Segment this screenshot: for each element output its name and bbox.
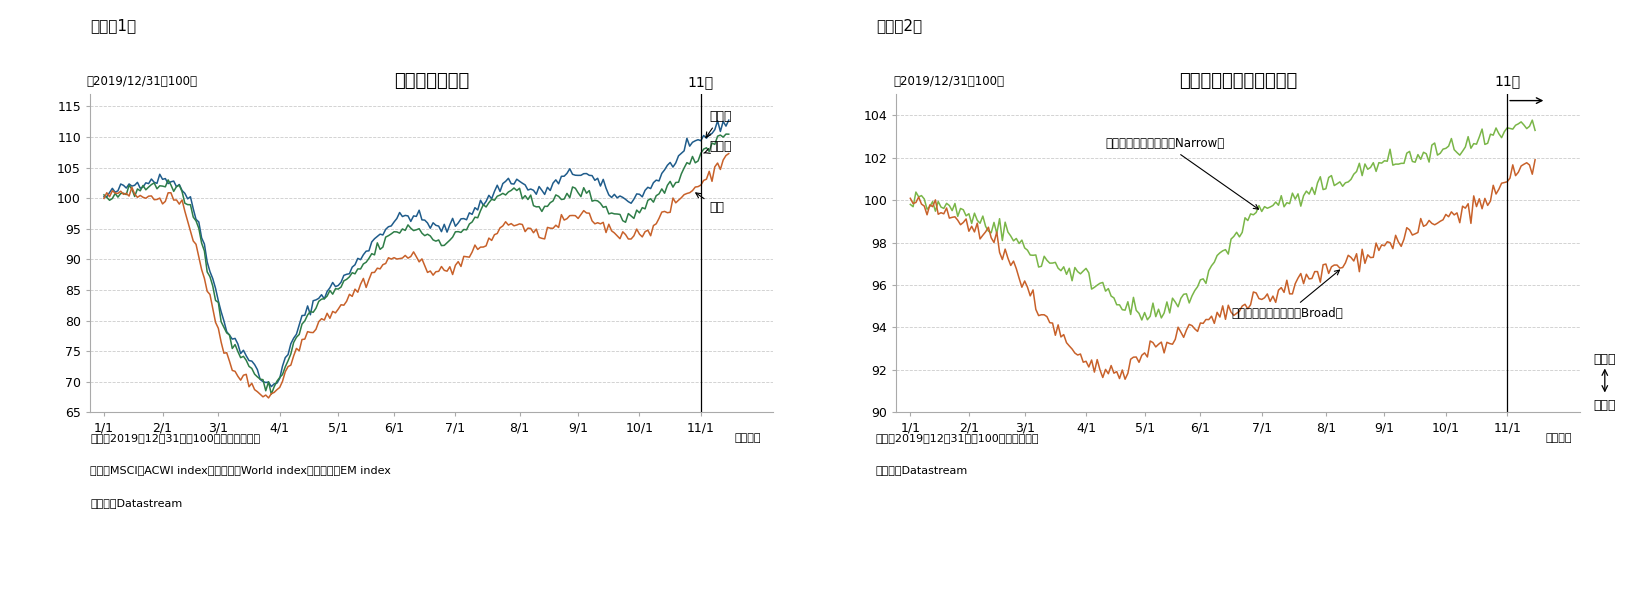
Text: 世界はMSCIのACWI index、先進国はWorld index、新興国はEM index: 世界はMSCIのACWI index、先進国はWorld index、新興国はE… bbox=[90, 465, 391, 475]
Text: ドル高: ドル高 bbox=[1594, 399, 1616, 412]
Text: （注）2019年12月31日＝100として指数化。: （注）2019年12月31日＝100として指数化。 bbox=[90, 433, 260, 443]
Title: 世界株価の動向: 世界株価の動向 bbox=[395, 72, 470, 90]
Text: 新興国: 新興国 bbox=[704, 140, 732, 153]
Text: （図表2）: （図表2） bbox=[876, 18, 922, 32]
Text: 先進国: 先進国 bbox=[706, 110, 732, 137]
Text: （2019/12/31＝100）: （2019/12/31＝100） bbox=[87, 75, 198, 88]
Text: 名目実効為替レート（Narrow）: 名目実効為替レート（Narrow） bbox=[1105, 137, 1259, 209]
Text: 11月: 11月 bbox=[1495, 74, 1521, 88]
Text: 11月: 11月 bbox=[688, 75, 714, 90]
Text: 名目実効為替レート（Broad）: 名目実効為替レート（Broad） bbox=[1231, 270, 1342, 320]
Text: ドル安: ドル安 bbox=[1594, 353, 1616, 366]
Text: （資料）Datastream: （資料）Datastream bbox=[90, 498, 182, 508]
Title: 対ドル為替レートの動向: 対ドル為替レートの動向 bbox=[1179, 72, 1297, 90]
Text: （日次）: （日次） bbox=[735, 433, 761, 443]
Text: （日次）: （日次） bbox=[1545, 433, 1572, 443]
Text: （図表1）: （図表1） bbox=[90, 18, 136, 32]
Text: （資料）Datastream: （資料）Datastream bbox=[876, 465, 967, 475]
Text: 世界: 世界 bbox=[696, 193, 724, 214]
Text: （2019/12/31＝100）: （2019/12/31＝100） bbox=[892, 75, 1003, 88]
Text: （注）2019年12月31日＝100として指数化: （注）2019年12月31日＝100として指数化 bbox=[876, 433, 1039, 443]
